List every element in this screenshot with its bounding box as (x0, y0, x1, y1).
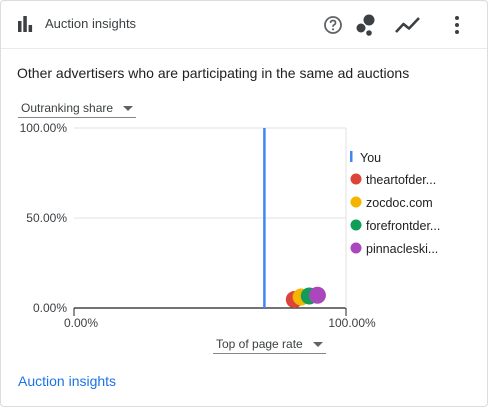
legend-label: zocdoc.com (366, 196, 433, 210)
legend-swatch (350, 173, 362, 185)
caret-down-icon (123, 105, 134, 111)
scatter-chart: 100.00% 50.00% 0.00%0.00% 100.00% You thearto… (20, 121, 441, 330)
x-tick-label: 0.00% (64, 316, 98, 330)
legend-label: theartofder... (366, 173, 436, 187)
x-tick-label: 100.00% (328, 316, 376, 330)
y-tick-label: 100.00% (20, 121, 68, 135)
caret-down-icon (312, 341, 323, 347)
card-title: Auction insights (45, 16, 137, 31)
y-tick-label: 50.00% (26, 211, 67, 225)
y-metric-label: Outranking share (21, 101, 114, 115)
legend-label: You (360, 151, 381, 165)
legend-swatch-you (350, 151, 353, 162)
legend-label: forefrontder... (366, 219, 440, 233)
legend-swatch (350, 196, 362, 208)
chart-subtitle: Other advertisers who are participating … (17, 65, 410, 81)
y-tick-label: 0.00% (33, 301, 67, 315)
y-metric-dropdown[interactable]: Outranking share (18, 101, 137, 118)
data-point (308, 286, 326, 304)
legend-swatch (350, 219, 362, 231)
x-metric-label: Top of page rate (216, 337, 303, 351)
auction-insights-link[interactable]: Auction insights (18, 373, 117, 389)
x-metric-dropdown[interactable]: Top of page rate (213, 337, 326, 354)
line-chart-icon[interactable] (395, 12, 421, 38)
scatter-chart-icon[interactable] (353, 12, 379, 38)
legend-swatch (350, 242, 362, 254)
more-vert-icon[interactable] (444, 12, 470, 38)
card-header: Auction insights (1, 1, 487, 49)
help-icon[interactable] (320, 12, 346, 38)
legend-label: pinnacleski... (366, 242, 438, 256)
bar-chart-icon (17, 15, 33, 38)
